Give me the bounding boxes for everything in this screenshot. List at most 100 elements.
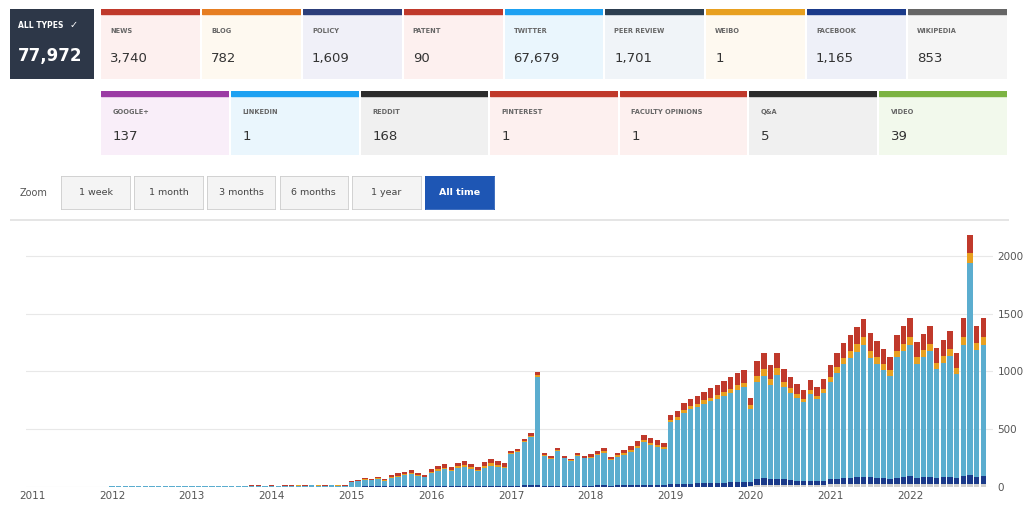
Bar: [588, 454, 594, 457]
Bar: [721, 392, 727, 396]
Bar: [409, 473, 414, 474]
Bar: [694, 484, 700, 487]
Bar: [787, 388, 794, 393]
Bar: [901, 344, 906, 351]
Bar: [668, 420, 674, 422]
Bar: [748, 398, 754, 406]
Text: 90: 90: [413, 53, 429, 65]
Bar: [761, 485, 767, 487]
Bar: [568, 486, 573, 487]
Bar: [755, 485, 760, 487]
Bar: [947, 477, 952, 484]
Bar: [914, 478, 920, 484]
Bar: [635, 446, 640, 448]
Bar: [835, 353, 840, 367]
Text: 1 month: 1 month: [148, 189, 188, 197]
Bar: [841, 478, 847, 484]
Bar: [867, 350, 873, 357]
Bar: [422, 475, 427, 477]
Bar: [628, 446, 634, 450]
Bar: [456, 468, 461, 486]
Bar: [848, 358, 853, 478]
Bar: [768, 379, 773, 384]
Bar: [395, 477, 400, 486]
Bar: [827, 484, 834, 487]
Bar: [921, 484, 926, 487]
Bar: [848, 484, 853, 487]
Bar: [854, 484, 860, 487]
Text: ✓: ✓: [70, 20, 77, 30]
Bar: [748, 409, 754, 482]
Bar: [236, 486, 241, 487]
Bar: [755, 361, 760, 376]
Bar: [808, 485, 813, 487]
Bar: [928, 326, 933, 344]
Text: GOOGLE+: GOOGLE+: [113, 108, 150, 115]
Bar: [861, 484, 866, 487]
Bar: [688, 407, 693, 410]
Bar: [614, 457, 621, 486]
Bar: [561, 486, 567, 487]
Bar: [488, 465, 494, 486]
Bar: [435, 470, 440, 486]
Bar: [620, 91, 748, 96]
Bar: [741, 387, 746, 482]
Bar: [442, 469, 447, 486]
Bar: [801, 399, 807, 403]
Bar: [389, 477, 394, 478]
Bar: [169, 486, 175, 487]
Bar: [568, 460, 573, 461]
Text: 137: 137: [113, 130, 138, 143]
Bar: [323, 486, 328, 487]
Bar: [456, 486, 461, 487]
Bar: [934, 363, 939, 369]
Bar: [635, 485, 640, 487]
Bar: [907, 318, 912, 337]
Bar: [894, 478, 899, 484]
Bar: [622, 455, 627, 485]
Bar: [981, 318, 986, 337]
Bar: [947, 349, 952, 356]
Bar: [874, 341, 880, 357]
Bar: [781, 382, 786, 387]
Text: 6 months: 6 months: [292, 189, 336, 197]
Bar: [947, 356, 952, 477]
Bar: [229, 486, 234, 487]
Bar: [907, 345, 912, 476]
Bar: [821, 388, 826, 393]
Bar: [309, 486, 314, 487]
Bar: [402, 476, 408, 486]
Bar: [795, 481, 800, 485]
Bar: [907, 476, 912, 484]
Bar: [360, 91, 488, 96]
Bar: [668, 484, 674, 487]
Bar: [774, 369, 780, 375]
Bar: [954, 368, 959, 374]
Bar: [662, 443, 667, 447]
Bar: [974, 343, 979, 350]
Bar: [867, 333, 873, 350]
Bar: [761, 369, 767, 376]
Bar: [222, 486, 228, 487]
Bar: [888, 376, 893, 479]
Bar: [628, 452, 634, 485]
Bar: [814, 387, 820, 396]
Bar: [768, 479, 773, 485]
Bar: [521, 443, 527, 485]
Bar: [555, 450, 560, 451]
Bar: [614, 453, 621, 455]
Bar: [588, 458, 594, 486]
Bar: [595, 454, 600, 455]
Bar: [721, 381, 727, 392]
Bar: [701, 483, 707, 487]
Bar: [608, 459, 613, 460]
Bar: [588, 486, 594, 487]
Bar: [921, 477, 926, 484]
Bar: [456, 462, 461, 466]
Bar: [668, 422, 674, 484]
Bar: [867, 478, 873, 484]
Bar: [741, 383, 746, 387]
Bar: [648, 443, 653, 445]
Bar: [961, 337, 966, 345]
Bar: [389, 478, 394, 486]
